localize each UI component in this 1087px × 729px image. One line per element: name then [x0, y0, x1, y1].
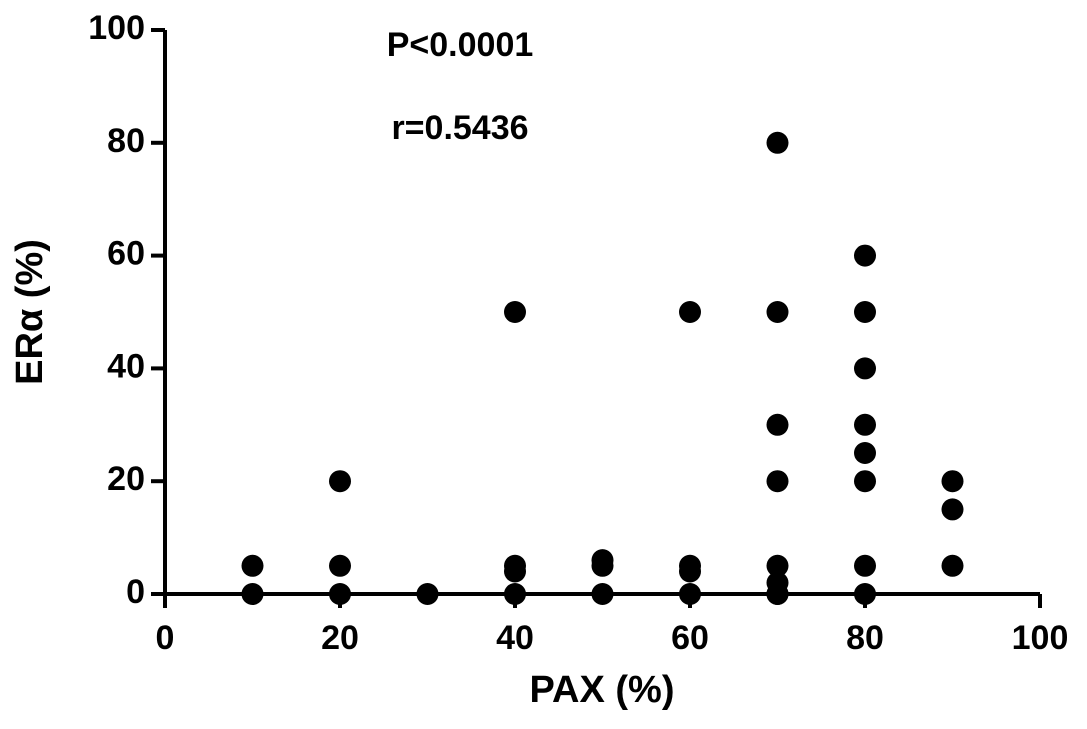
point: [416, 583, 439, 605]
x-axis-label: PAX (%): [530, 669, 675, 711]
point: [941, 554, 964, 577]
point: [504, 301, 526, 323]
y-tick-label: 100: [88, 9, 145, 47]
point: [854, 301, 876, 323]
annotation: r=0.5436: [391, 109, 528, 147]
x-tick-label: 40: [496, 619, 534, 657]
annotation: P<0.0001: [387, 26, 534, 64]
y-tick-label: 20: [107, 460, 145, 498]
point: [591, 549, 614, 572]
point: [766, 131, 789, 154]
point: [766, 413, 789, 436]
point: [766, 583, 789, 605]
x-tick-label: 0: [156, 619, 175, 657]
point: [329, 470, 351, 493]
point: [766, 301, 789, 323]
point: [854, 554, 876, 577]
point: [679, 301, 701, 323]
point: [941, 498, 964, 521]
point: [591, 583, 614, 605]
x-tick-label: 80: [846, 619, 884, 657]
point: [854, 583, 876, 605]
y-axis-label: ERα (%): [9, 239, 51, 385]
point: [679, 583, 701, 605]
point: [854, 413, 876, 436]
y-tick-label: 80: [107, 122, 145, 160]
point: [941, 470, 964, 493]
x-tick-label: 20: [321, 619, 359, 657]
point: [329, 554, 351, 577]
x-tick-label: 100: [1012, 619, 1069, 657]
point: [854, 442, 876, 464]
point: [854, 357, 876, 380]
y-tick-label: 60: [107, 235, 145, 273]
point: [854, 470, 876, 493]
point: [766, 554, 789, 577]
x-tick-label: 60: [671, 619, 709, 657]
point: [854, 244, 876, 267]
point: [504, 554, 526, 577]
point: [679, 554, 701, 577]
point: [504, 583, 526, 605]
point: [766, 470, 789, 493]
y-tick-label: 40: [107, 347, 145, 385]
y-tick-label: 0: [126, 573, 145, 611]
point: [329, 583, 351, 605]
point: [241, 583, 264, 605]
point: [241, 554, 264, 577]
